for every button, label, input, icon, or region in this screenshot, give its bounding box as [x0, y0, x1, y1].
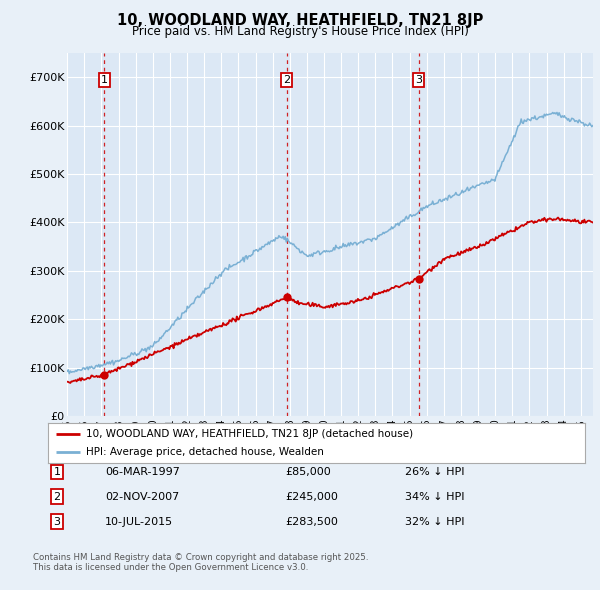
- Text: This data is licensed under the Open Government Licence v3.0.: This data is licensed under the Open Gov…: [33, 563, 308, 572]
- Text: 06-MAR-1997: 06-MAR-1997: [105, 467, 180, 477]
- Text: Price paid vs. HM Land Registry's House Price Index (HPI): Price paid vs. HM Land Registry's House …: [131, 25, 469, 38]
- Text: 3: 3: [415, 75, 422, 85]
- Text: Contains HM Land Registry data © Crown copyright and database right 2025.: Contains HM Land Registry data © Crown c…: [33, 553, 368, 562]
- Text: 10, WOODLAND WAY, HEATHFIELD, TN21 8JP: 10, WOODLAND WAY, HEATHFIELD, TN21 8JP: [117, 13, 483, 28]
- Text: £245,000: £245,000: [285, 492, 338, 502]
- Text: 02-NOV-2007: 02-NOV-2007: [105, 492, 179, 502]
- Text: 3: 3: [53, 517, 61, 526]
- Text: 32% ↓ HPI: 32% ↓ HPI: [405, 517, 464, 526]
- Text: 34% ↓ HPI: 34% ↓ HPI: [405, 492, 464, 502]
- Text: 10-JUL-2015: 10-JUL-2015: [105, 517, 173, 526]
- Text: £283,500: £283,500: [285, 517, 338, 526]
- Text: 1: 1: [53, 467, 61, 477]
- Text: £85,000: £85,000: [285, 467, 331, 477]
- Text: 10, WOODLAND WAY, HEATHFIELD, TN21 8JP (detached house): 10, WOODLAND WAY, HEATHFIELD, TN21 8JP (…: [86, 429, 413, 439]
- Text: HPI: Average price, detached house, Wealden: HPI: Average price, detached house, Weal…: [86, 447, 323, 457]
- Text: 1: 1: [101, 75, 108, 85]
- Text: 2: 2: [53, 492, 61, 502]
- Text: 2: 2: [283, 75, 290, 85]
- Text: 26% ↓ HPI: 26% ↓ HPI: [405, 467, 464, 477]
